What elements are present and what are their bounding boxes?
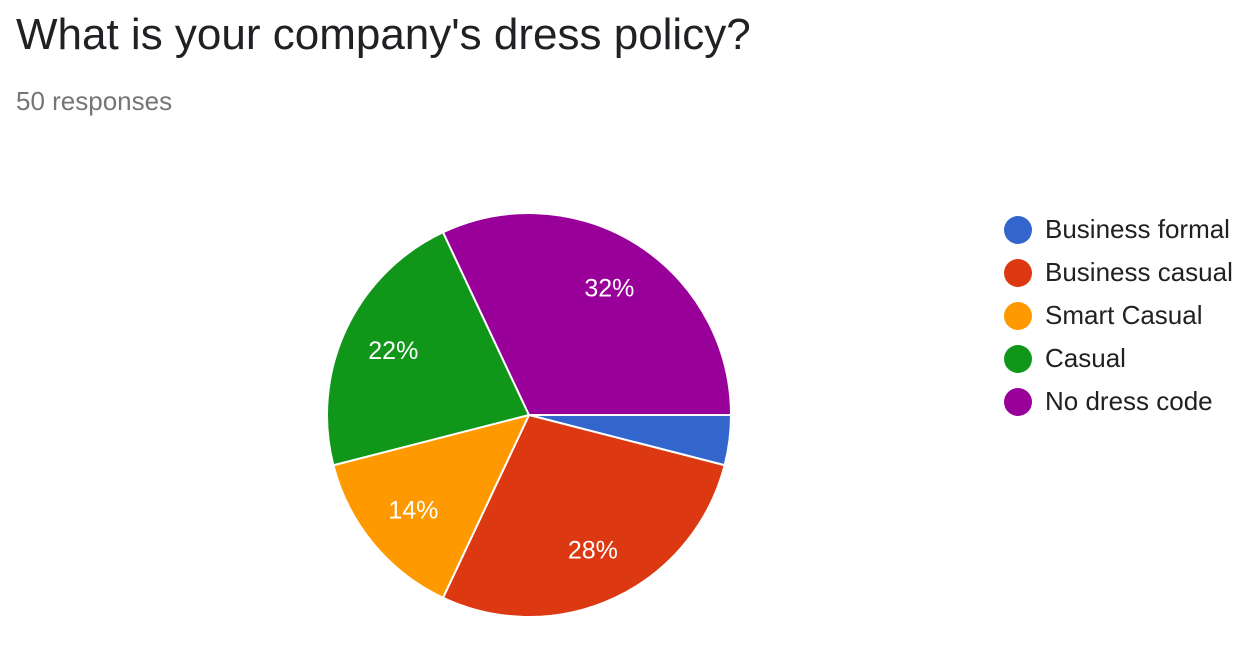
page-title: What is your company's dress policy? — [16, 10, 751, 59]
legend-label-casual: Casual — [1045, 343, 1126, 373]
chart-legend: Business formal Business casual Smart Casu… — [1004, 208, 1233, 423]
legend-swatch-no-dress-code — [1004, 387, 1032, 416]
legend-item-smart-casual: Smart Casual — [1004, 294, 1233, 337]
legend-label-business-formal: Business formal — [1045, 214, 1230, 244]
pie-slice-business-casual — [441, 414, 726, 618]
legend-item-business-formal: Business formal — [1004, 208, 1233, 251]
pie-slice-casual — [326, 231, 530, 467]
legend-swatch-casual — [1004, 344, 1032, 373]
pie-slice-smart-casual — [332, 414, 530, 599]
legend-item-business-casual: Business casual — [1004, 251, 1233, 294]
slice-label-no-dress-code: 32% — [584, 274, 634, 302]
legend-label-smart-casual: Smart Casual — [1045, 300, 1203, 330]
legend-label-no-dress-code: No dress code — [1045, 386, 1213, 416]
legend-swatch-business-casual — [1004, 258, 1032, 287]
pie-slice-no-dress-code — [441, 212, 732, 416]
legend-item-casual: Casual — [1004, 337, 1233, 380]
response-count: 50 responses — [16, 86, 173, 116]
slice-label-casual: 22% — [368, 337, 418, 365]
legend-swatch-business-formal — [1004, 215, 1032, 244]
legend-label-business-casual: Business casual — [1045, 257, 1233, 287]
slice-label-smart-casual: 14% — [388, 497, 438, 525]
legend-item-no-dress-code: No dress code — [1004, 380, 1233, 423]
slice-label-business-casual: 28% — [568, 537, 618, 565]
legend-swatch-smart-casual — [1004, 301, 1032, 330]
